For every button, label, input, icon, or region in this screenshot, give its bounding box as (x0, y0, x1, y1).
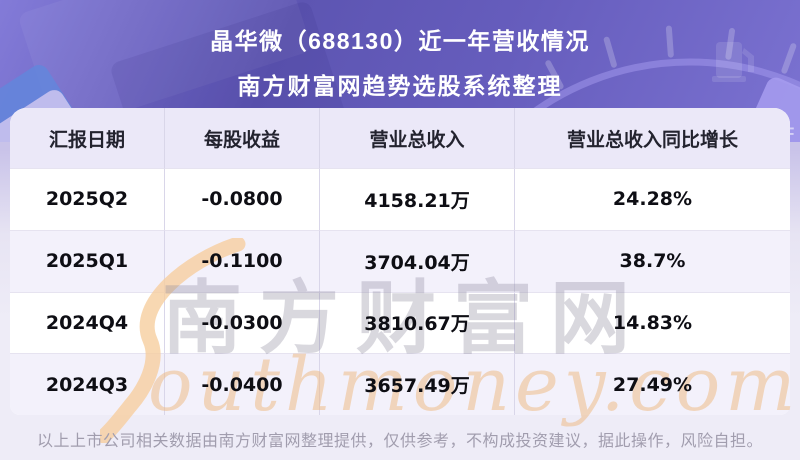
cell-value: 2025Q2 (45, 188, 129, 211)
cell-value: 27.49% (612, 373, 693, 396)
cell-value: 14.83% (612, 311, 693, 334)
cell-value: 2024Q4 (45, 311, 129, 334)
cell-revenue: 4158.21万 (320, 168, 515, 230)
revenue-table: 汇报日期 每股收益 营业总收入 营业总收入同比增长 2025Q2 -0.0800… (10, 108, 790, 415)
cell-revenue: 3657.49万 (320, 353, 515, 415)
column-header-eps: 每股收益 (165, 108, 320, 168)
cell-value: 3810.67万 (364, 313, 470, 336)
cell-value: -0.1100 (201, 250, 283, 273)
cell-yoy: 14.83% (515, 291, 790, 354)
cell-report-date: 2024Q3 (10, 353, 165, 415)
cell-report-date: 2025Q2 (10, 168, 165, 230)
column-header-label: 营业总收入同比增长 (566, 128, 738, 151)
page-title: 晶华微（688130）近一年营收情况 (210, 28, 590, 54)
cell-yoy: 27.49% (515, 353, 790, 415)
gauge-icon (520, 25, 800, 128)
cell-revenue: 3704.04万 (320, 229, 515, 292)
cell-value: 38.7% (619, 250, 686, 273)
cell-report-date: 2024Q4 (10, 291, 165, 354)
cell-revenue: 3810.67万 (320, 291, 515, 354)
column-header-label: 汇报日期 (48, 128, 125, 151)
cell-value: -0.0300 (201, 311, 283, 334)
cell-value: 3657.49万 (364, 375, 470, 398)
cell-eps: -0.1100 (165, 229, 320, 292)
cell-value: 2024Q3 (45, 373, 129, 396)
column-header-label: 营业总收入 (369, 128, 465, 151)
column-header-label: 每股收益 (203, 128, 280, 151)
footer-disclaimer: 以上上市公司相关数据由南方财富网整理提供，仅供参考，不构成投资建议，据此操作，风… (36, 433, 763, 450)
cell-value: 2025Q1 (45, 250, 129, 273)
cell-value: -0.0400 (201, 373, 283, 396)
cell-eps: -0.0400 (165, 353, 320, 415)
cell-eps: -0.0800 (165, 168, 320, 230)
column-header-report-date: 汇报日期 (10, 108, 165, 168)
column-header-total-revenue: 营业总收入 (320, 108, 515, 168)
cell-value: 4158.21万 (364, 189, 470, 212)
cell-value: 3704.04万 (364, 251, 470, 274)
page-subtitle: 南方财富网趋势选股系统整理 (237, 73, 563, 99)
cell-yoy: 38.7% (515, 229, 790, 292)
cell-value: 24.28% (612, 188, 693, 211)
header-text-block: 晶华微（688130）近一年营收情况 南方财富网趋势选股系统整理 (0, 0, 800, 101)
cell-report-date: 2025Q1 (10, 229, 165, 292)
column-header-yoy-growth: 营业总收入同比增长 (515, 108, 790, 168)
fuel-pump-icon (712, 42, 754, 82)
cell-eps: -0.0300 (165, 291, 320, 354)
cell-value: -0.0800 (201, 188, 283, 211)
cell-yoy: 24.28% (515, 168, 790, 230)
